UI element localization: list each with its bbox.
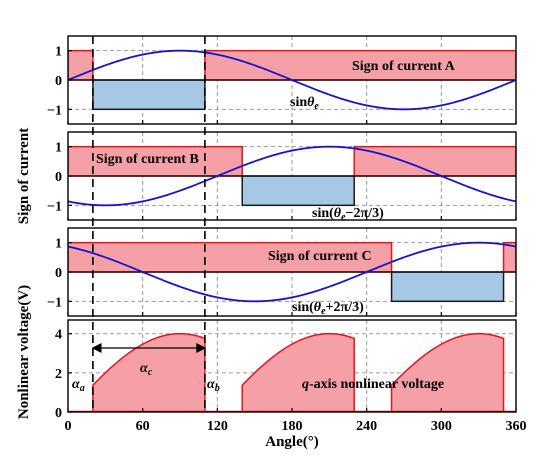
x-axis-label: Angle(°) xyxy=(265,434,319,450)
x-tick-label: 240 xyxy=(356,419,377,434)
voltage-segment xyxy=(92,332,206,412)
sign-bar-negative xyxy=(92,79,206,111)
sine-curve xyxy=(68,241,516,303)
sine-label-sub: e xyxy=(341,212,346,223)
alpha-c-head-right xyxy=(196,343,207,353)
sine-label-var: θ xyxy=(307,95,315,110)
x-tick-label: 300 xyxy=(431,419,452,434)
sine-label-rest: −2π/3) xyxy=(346,206,385,221)
y-tick-label: 0 xyxy=(55,170,62,185)
alpha-b-label: αb xyxy=(207,377,220,394)
panel-C: Sign of current C sin(θe+2π/3) 1 0 −1 xyxy=(47,227,517,317)
dashed-markers xyxy=(92,36,206,412)
y-axis-label-bottom: Nonlinear voltage(V) xyxy=(16,285,32,419)
y-tick-label: −1 xyxy=(47,295,62,310)
y-tick-label: 4 xyxy=(55,328,62,343)
y-axis-label-top: Sign of current xyxy=(16,128,32,224)
panel-B: Sign of current B sin(θe−2π/3) 1 0 −1 xyxy=(47,131,517,223)
sine-label-var: θ xyxy=(314,300,322,315)
x-tick-label: 120 xyxy=(207,419,228,434)
sign-label: Sign of current B xyxy=(96,152,199,167)
y-tick-label: 0 xyxy=(55,266,62,281)
sine-label-var: θ xyxy=(334,206,342,221)
y-tick-label: 1 xyxy=(55,141,62,156)
sine-label-fn: sin( xyxy=(292,300,314,315)
x-tick-label: 360 xyxy=(506,419,527,434)
sine-label: sinθe xyxy=(290,95,319,112)
alpha-b-label-sym: α xyxy=(207,377,215,392)
x-tick-label: 0 xyxy=(65,419,72,434)
sign-bar-negative xyxy=(241,175,355,207)
sine-label: sin(θe−2π/3) xyxy=(312,206,384,223)
sine-label-fn: sin( xyxy=(312,206,334,221)
sign-label: Sign of current A xyxy=(352,59,456,74)
y-tick-label: 1 xyxy=(55,237,62,252)
plot-area xyxy=(68,49,516,111)
y-tick-label: 0 xyxy=(55,74,62,89)
sine-label-fn: sin xyxy=(290,95,307,110)
sine-label-sub: e xyxy=(314,101,319,112)
voltage-segment xyxy=(241,332,355,412)
y-tick-label: 1 xyxy=(55,45,62,60)
sign-bar-positive xyxy=(353,145,516,177)
panel-A: Sign of current A sinθe 1 0 −1 xyxy=(47,35,517,125)
alpha-b-label-sub: b xyxy=(215,383,220,394)
plot-area xyxy=(68,241,516,303)
voltage-label: q-axis nonlinear voltage xyxy=(302,377,444,392)
alpha-c-arrow xyxy=(91,343,207,353)
alpha-c-head-left xyxy=(91,343,102,353)
sign-bar-negative xyxy=(390,271,505,303)
alpha-c-label: αc xyxy=(140,361,153,378)
plot-area xyxy=(68,332,516,412)
voltage-label-rest: -axis nonlinear voltage xyxy=(309,377,444,392)
x-tick-label: 60 xyxy=(136,419,150,434)
y-tick-label: 0 xyxy=(55,406,62,421)
sine-curve xyxy=(68,145,516,207)
x-tick-label: 180 xyxy=(282,419,303,434)
alpha-c-label-sym: α xyxy=(140,361,148,376)
alpha-c-label-sub: c xyxy=(148,367,153,378)
voltage-label-q: q xyxy=(302,377,309,392)
sign-bar-positive xyxy=(68,241,393,273)
alpha-a-label: αa xyxy=(72,377,85,394)
sine-curve xyxy=(68,49,516,111)
sign-label: Sign of current C xyxy=(268,249,372,264)
sine-label-sub: e xyxy=(321,306,326,317)
alpha-a-label-sym: α xyxy=(72,377,80,392)
y-tick-label: 2 xyxy=(55,367,62,382)
sign-bar-positive xyxy=(68,145,243,177)
voltage-segment xyxy=(390,332,505,412)
sine-label: sin(θe+2π/3) xyxy=(292,300,364,317)
y-tick-label: −1 xyxy=(47,103,62,118)
alpha-a-label-sub: a xyxy=(80,383,85,394)
sine-label-rest: +2π/3) xyxy=(326,300,365,315)
plot-area xyxy=(68,145,516,207)
y-tick-label: −1 xyxy=(47,199,62,214)
